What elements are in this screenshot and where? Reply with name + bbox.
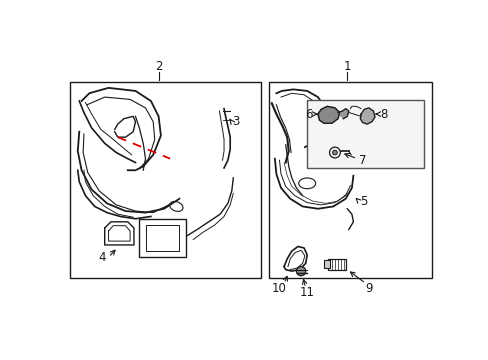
Circle shape [296, 266, 305, 276]
Polygon shape [337, 109, 348, 119]
Text: 9: 9 [365, 282, 372, 294]
Text: 11: 11 [299, 286, 314, 299]
Text: 7: 7 [358, 154, 366, 167]
Text: 1: 1 [343, 60, 350, 73]
Text: 4: 4 [99, 251, 106, 264]
Bar [324, 260, 329, 268]
Bar [70, 82, 261, 278]
Bar [139, 219, 185, 257]
Text: 3: 3 [231, 115, 239, 128]
Circle shape [332, 150, 337, 155]
Bar [327, 259, 346, 270]
Bar [268, 82, 431, 278]
Bar [306, 100, 424, 168]
Polygon shape [317, 106, 339, 123]
Bar [145, 225, 179, 251]
Polygon shape [360, 108, 374, 124]
Text: 8: 8 [380, 108, 387, 121]
Text: 2: 2 [155, 60, 162, 73]
Text: 6: 6 [305, 108, 312, 121]
Text: 10: 10 [271, 282, 286, 294]
Text: 5: 5 [360, 194, 367, 208]
